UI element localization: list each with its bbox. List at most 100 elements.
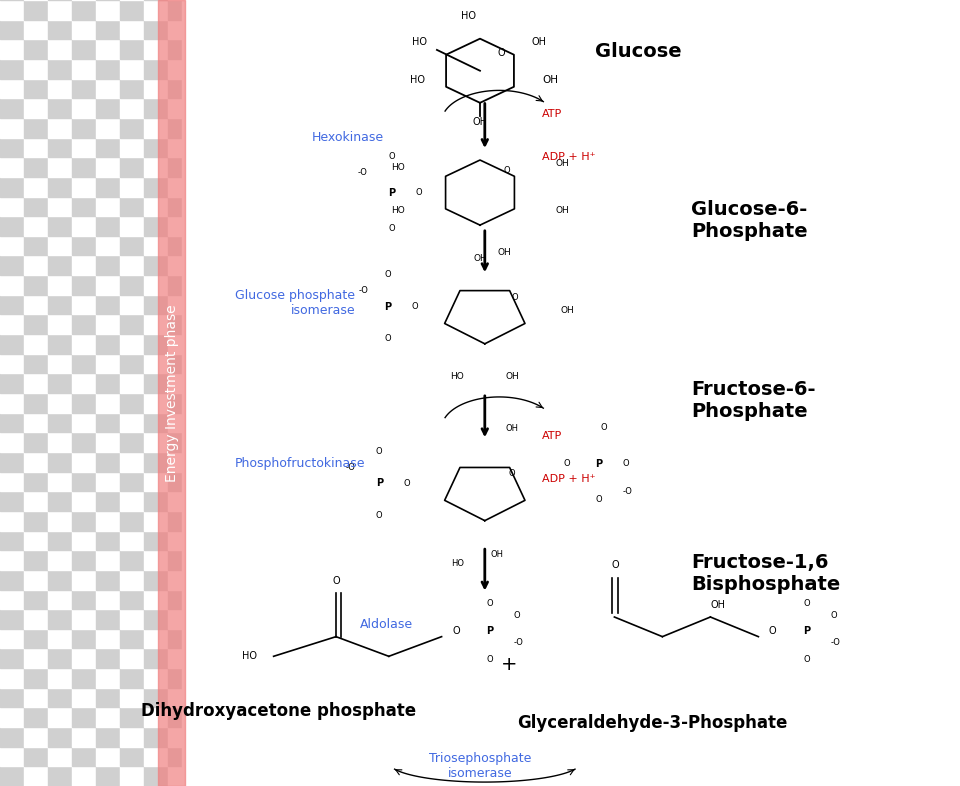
Bar	[624, 393, 648, 413]
Bar	[480, 216, 504, 236]
Bar	[768, 648, 792, 668]
Bar	[744, 668, 768, 688]
Bar	[744, 570, 768, 590]
Bar	[240, 39, 264, 59]
Bar	[240, 0, 264, 20]
Bar	[744, 314, 768, 334]
Bar	[192, 59, 216, 79]
Bar	[528, 707, 552, 727]
Bar	[456, 59, 480, 79]
Bar	[360, 570, 384, 590]
Bar	[528, 39, 552, 59]
Text: HO: HO	[461, 11, 476, 21]
Bar	[888, 570, 912, 590]
Bar	[288, 550, 312, 570]
Bar	[48, 0, 72, 20]
Bar	[768, 570, 792, 590]
Bar	[912, 727, 936, 747]
Bar	[936, 688, 960, 707]
Bar	[624, 373, 648, 393]
Bar	[456, 472, 480, 491]
Bar	[192, 79, 216, 98]
Bar	[648, 118, 672, 138]
Bar	[528, 255, 552, 275]
Bar	[792, 413, 816, 432]
Bar	[792, 138, 816, 157]
Bar	[312, 275, 336, 295]
Bar	[936, 648, 960, 668]
Bar	[384, 413, 408, 432]
Bar	[192, 275, 216, 295]
Bar	[408, 472, 432, 491]
Bar	[912, 157, 936, 177]
Bar	[648, 354, 672, 373]
Bar	[168, 275, 192, 295]
Text: P: P	[375, 479, 383, 488]
Bar	[648, 177, 672, 196]
Bar	[816, 255, 840, 275]
Bar	[24, 707, 48, 727]
Bar	[648, 373, 672, 393]
Text: O: O	[376, 511, 382, 520]
Bar	[648, 432, 672, 452]
Bar	[96, 570, 120, 590]
Bar	[0, 609, 24, 629]
Bar	[624, 118, 648, 138]
Text: O: O	[389, 152, 395, 161]
Bar	[864, 20, 888, 39]
Bar	[888, 334, 912, 354]
Bar	[816, 452, 840, 472]
Bar	[672, 629, 696, 648]
Bar	[552, 354, 576, 373]
Bar	[168, 570, 192, 590]
Bar	[384, 629, 408, 648]
Bar	[144, 629, 168, 648]
Bar	[336, 413, 360, 432]
Bar	[312, 334, 336, 354]
Bar	[672, 472, 696, 491]
Bar	[696, 59, 720, 79]
Bar	[504, 0, 528, 20]
Bar	[96, 491, 120, 511]
Bar	[504, 98, 528, 118]
Bar	[312, 393, 336, 413]
Bar	[600, 157, 624, 177]
Bar	[792, 118, 816, 138]
Bar	[96, 688, 120, 707]
Bar	[144, 668, 168, 688]
Text: OH: OH	[497, 248, 512, 257]
Bar	[144, 570, 168, 590]
Bar	[264, 0, 288, 20]
Bar	[600, 295, 624, 314]
Bar	[624, 157, 648, 177]
Bar	[816, 590, 840, 609]
Bar	[864, 570, 888, 590]
Bar	[384, 236, 408, 255]
Bar	[336, 648, 360, 668]
Bar	[360, 196, 384, 216]
Bar	[504, 511, 528, 531]
Bar	[912, 590, 936, 609]
Bar	[552, 20, 576, 39]
Bar	[72, 196, 96, 216]
Bar	[576, 668, 600, 688]
Bar	[624, 590, 648, 609]
Bar	[936, 393, 960, 413]
Bar	[192, 98, 216, 118]
Bar	[0, 413, 24, 432]
Bar	[192, 0, 216, 20]
Bar	[168, 668, 192, 688]
Bar	[648, 236, 672, 255]
Bar	[216, 20, 240, 39]
Bar	[0, 236, 24, 255]
Text: O: O	[376, 447, 382, 456]
Bar	[696, 354, 720, 373]
Bar	[384, 747, 408, 766]
Bar	[936, 118, 960, 138]
Bar	[816, 275, 840, 295]
Bar	[624, 432, 648, 452]
Bar	[168, 236, 192, 255]
Bar	[432, 668, 456, 688]
Bar	[888, 314, 912, 334]
Bar	[240, 727, 264, 747]
